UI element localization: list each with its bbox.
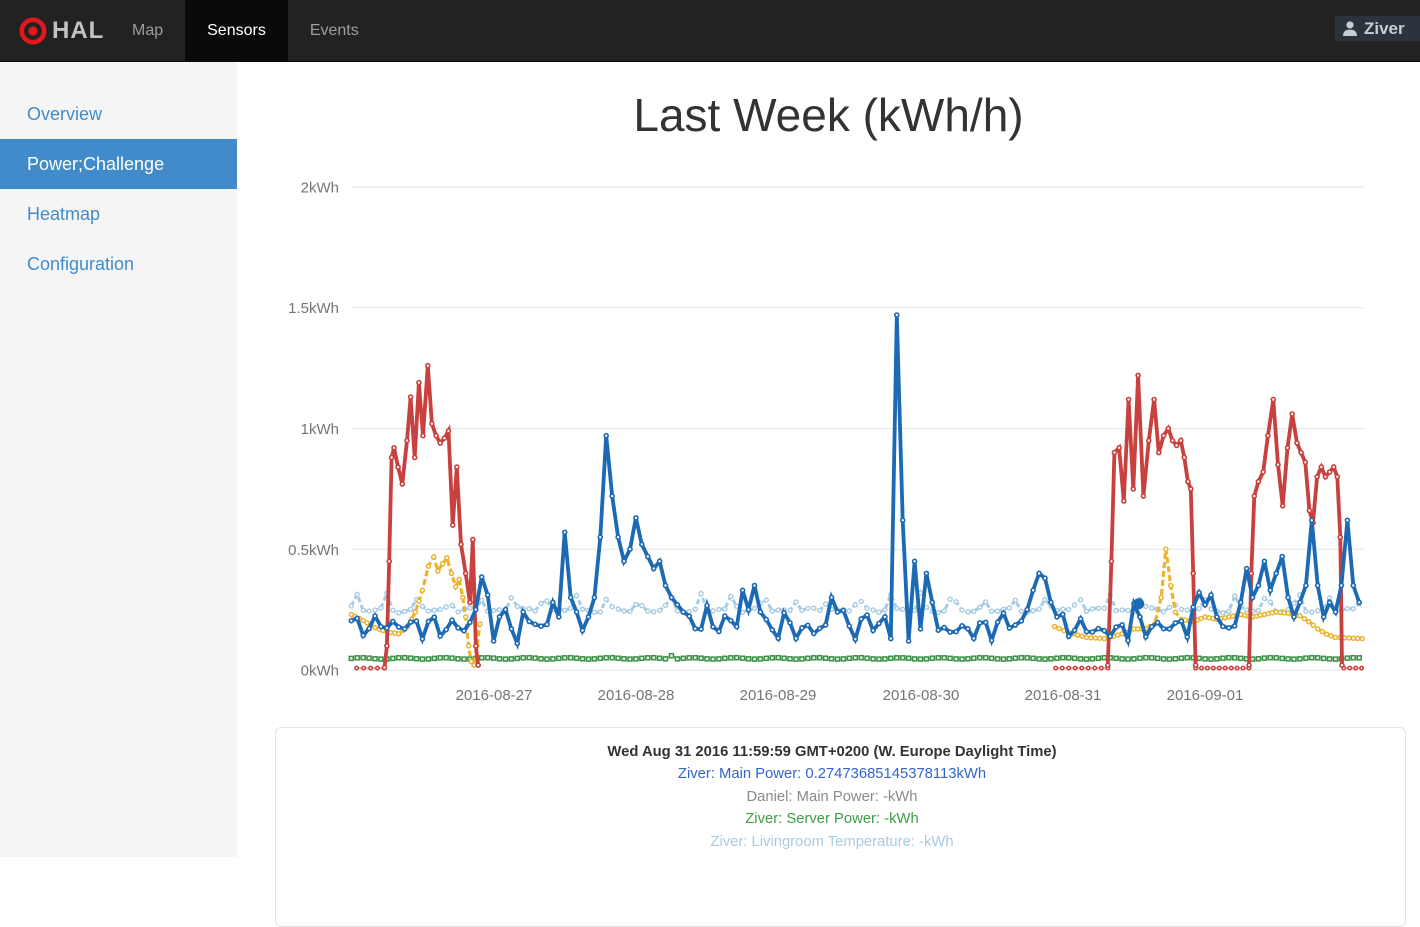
svg-text:0kWh: 0kWh xyxy=(301,663,339,680)
svg-text:0.5kWh: 0.5kWh xyxy=(288,542,339,559)
svg-text:2016-08-30: 2016-08-30 xyxy=(883,687,960,704)
svg-text:2016-08-28: 2016-08-28 xyxy=(598,687,675,704)
svg-text:1.5kWh: 1.5kWh xyxy=(288,300,339,317)
svg-text:2016-08-27: 2016-08-27 xyxy=(456,687,533,704)
svg-text:2016-09-01: 2016-09-01 xyxy=(1167,687,1244,704)
svg-text:2016-08-31: 2016-08-31 xyxy=(1025,687,1102,704)
svg-text:2016-08-29: 2016-08-29 xyxy=(740,687,817,704)
svg-text:1kWh: 1kWh xyxy=(301,421,339,438)
svg-text:2kWh: 2kWh xyxy=(301,180,339,197)
